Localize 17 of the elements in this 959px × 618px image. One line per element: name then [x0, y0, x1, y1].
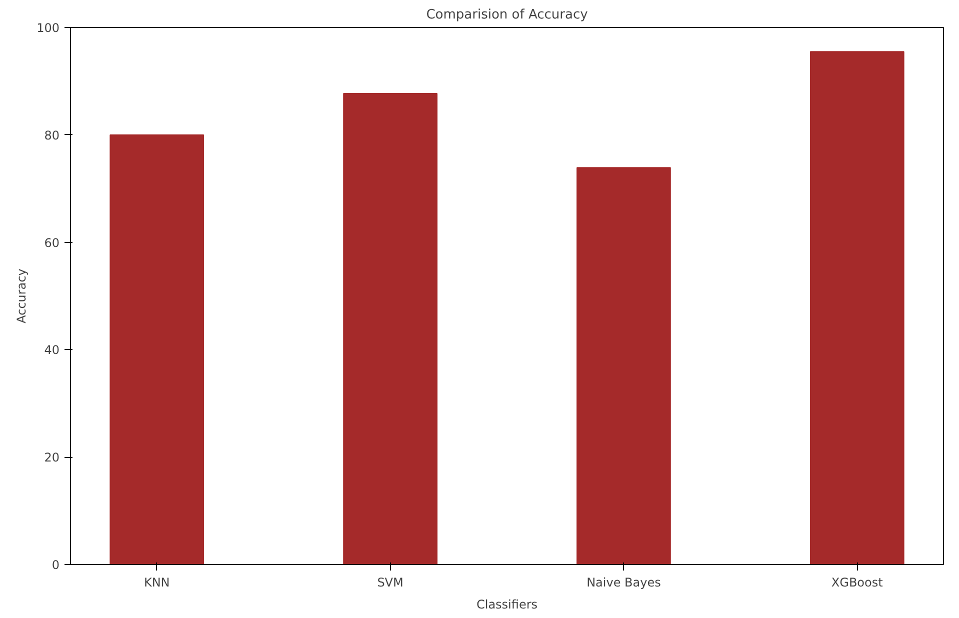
x-tick-label: Naive Bayes — [586, 576, 661, 590]
y-axis-title: Accuracy — [14, 268, 29, 324]
bar — [110, 134, 204, 564]
chart-title: Comparision of Accuracy — [426, 8, 588, 22]
x-tick-label: KNN — [144, 576, 170, 590]
y-tick-label: 60 — [44, 236, 60, 250]
y-tick-label: 100 — [36, 21, 60, 35]
bar — [810, 51, 904, 564]
y-tick-label: 80 — [44, 128, 60, 142]
x-tick-label: SVM — [377, 576, 404, 590]
bar — [576, 167, 671, 564]
bar — [343, 93, 438, 564]
y-tick-label: 0 — [52, 558, 60, 572]
y-tick-label: 40 — [44, 343, 60, 358]
x-tick-label: XGBoost — [831, 576, 884, 590]
y-tick-label: 20 — [44, 450, 60, 465]
x-axis-title: Classifiers — [476, 598, 538, 612]
